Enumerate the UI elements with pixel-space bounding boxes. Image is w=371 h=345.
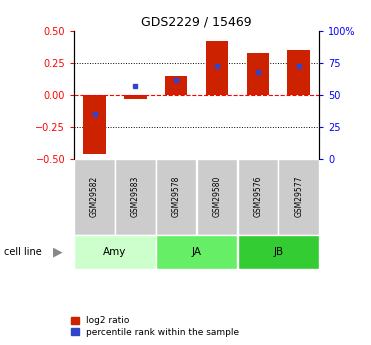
Bar — [197, 159, 237, 235]
Bar — [206, 41, 228, 95]
Bar — [247, 53, 269, 95]
Text: GSM29580: GSM29580 — [213, 176, 221, 217]
Bar — [156, 159, 196, 235]
Bar — [124, 95, 147, 99]
Text: Amy: Amy — [103, 247, 127, 257]
Bar — [279, 159, 319, 235]
Text: GSM29577: GSM29577 — [294, 176, 303, 217]
Text: GSM29578: GSM29578 — [172, 176, 181, 217]
Legend: log2 ratio, percentile rank within the sample: log2 ratio, percentile rank within the s… — [71, 316, 239, 337]
Title: GDS2229 / 15469: GDS2229 / 15469 — [141, 16, 252, 29]
Text: GSM29582: GSM29582 — [90, 176, 99, 217]
Bar — [75, 159, 115, 235]
Text: JB: JB — [273, 247, 283, 257]
Bar — [156, 235, 237, 269]
Bar — [75, 235, 155, 269]
Bar — [238, 159, 278, 235]
Bar — [83, 95, 106, 154]
Bar — [115, 159, 155, 235]
Bar — [238, 235, 319, 269]
Text: GSM29576: GSM29576 — [253, 176, 262, 217]
Text: GSM29583: GSM29583 — [131, 176, 140, 217]
Text: JA: JA — [192, 247, 201, 257]
Text: ▶: ▶ — [53, 245, 62, 258]
Text: cell line: cell line — [4, 247, 42, 257]
Bar — [165, 76, 187, 95]
Bar — [288, 50, 310, 95]
